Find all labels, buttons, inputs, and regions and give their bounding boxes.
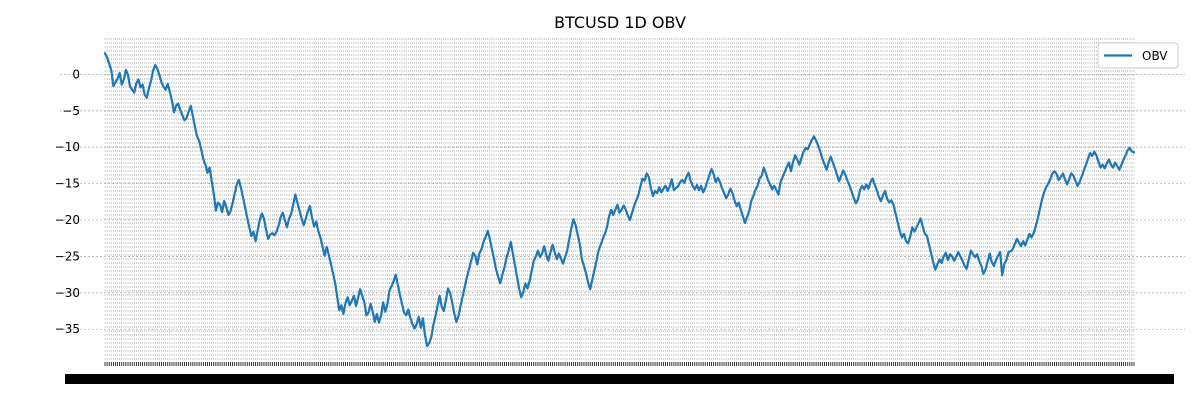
y-tick-label: −10 <box>55 140 80 154</box>
x-tick-marks <box>65 362 1174 384</box>
legend: OBV <box>1097 42 1179 69</box>
legend-label-obv: OBV <box>1142 49 1168 63</box>
y-tick-label: −20 <box>55 213 80 227</box>
y-tick-label: −5 <box>62 104 80 118</box>
y-tick-label: 0 <box>72 67 80 81</box>
y-tick-label: −30 <box>55 286 80 300</box>
y-tick-label: −15 <box>55 177 80 191</box>
y-tick-labels: 0 −5 −10 −15 −20 −25 −30 −35 <box>55 67 80 336</box>
series-line-obv <box>103 52 1136 348</box>
chart-title: BTCUSD 1D OBV <box>554 13 686 32</box>
legend-box <box>1097 42 1179 69</box>
y-tick-label: −35 <box>55 322 80 336</box>
y-tick-label: −25 <box>55 249 80 263</box>
x-tick-labels-overlapping <box>65 374 1174 384</box>
